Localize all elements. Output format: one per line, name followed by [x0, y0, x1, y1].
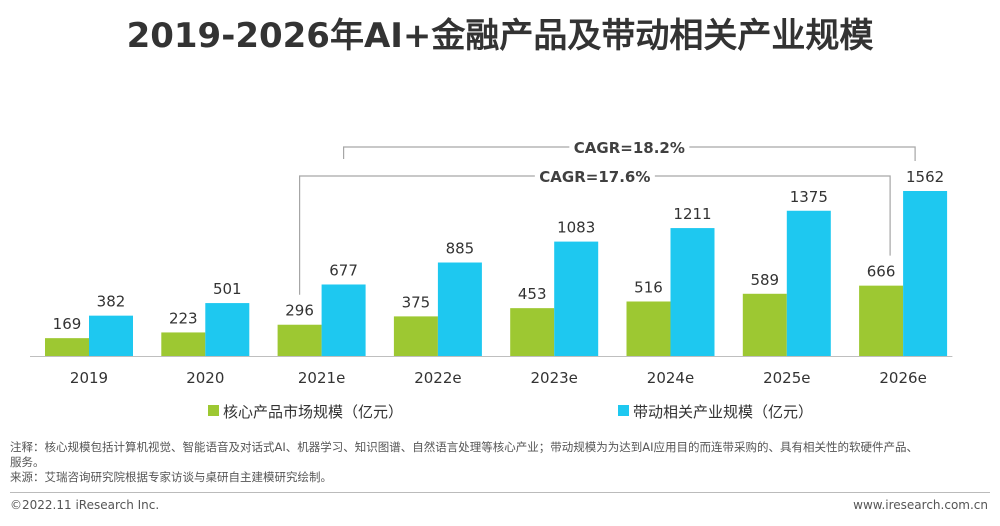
- footer-divider: [10, 492, 990, 493]
- source-line: 来源：艾瑞咨询研究院根据专家访谈与桌研自主建模研究绘制。: [10, 470, 332, 484]
- x-tick-label-2020: 2020: [186, 369, 224, 387]
- legend-label-related: 带动相关产业规模（亿元）: [633, 403, 814, 421]
- data-label-related-2026e: 1562: [906, 168, 944, 186]
- bar-related-2021e: [321, 284, 366, 356]
- x-tick-label-2021e: 2021e: [298, 369, 345, 387]
- data-label-related-2023e: 1083: [557, 219, 595, 237]
- legend-swatch-related: [618, 405, 629, 416]
- legend-label-core: 核心产品市场规模（亿元）: [223, 403, 404, 421]
- bar-chart: 169 382 2019 223 501 2020 296 677 2021e 375 885 202…: [30, 135, 953, 387]
- bar-core-2019: [45, 338, 89, 356]
- x-tick-label-2019: 2019: [70, 369, 108, 387]
- legend-swatch-core: [208, 405, 219, 416]
- x-tick-label-2023e: 2023e: [530, 369, 577, 387]
- data-label-core-2025e: 589: [750, 271, 779, 289]
- bar-related-2026e: [903, 191, 948, 356]
- note-line-1: 注释：核心规模包括计算机视觉、智能语音及对话式AI、机器学习、知识图谱、自然语言…: [10, 440, 919, 454]
- bar-related-2019: [89, 315, 133, 356]
- bar-related-2023e: [554, 241, 599, 356]
- bar-core-2020: [161, 332, 206, 356]
- footer-website: www.iresearch.com.cn: [853, 498, 988, 512]
- bar-core-2021e: [277, 324, 322, 356]
- bar-related-2024e: [670, 228, 715, 356]
- note-line-2: 服务。: [10, 455, 45, 469]
- bar-core-2026e: [859, 285, 904, 356]
- data-label-related-2021e: 677: [329, 261, 358, 279]
- data-label-related-2022e: 885: [446, 240, 475, 258]
- footer-copyright: ©2022.11 iResearch Inc.: [10, 498, 160, 512]
- x-tick-label-2025e: 2025e: [763, 369, 810, 387]
- data-label-core-2023e: 453: [518, 285, 547, 303]
- data-label-core-2020: 223: [169, 309, 198, 327]
- data-label-core-2022e: 375: [402, 293, 431, 311]
- legend-item-related: 带动相关产业规模（亿元）: [618, 401, 813, 422]
- data-label-related-2024e: 1211: [673, 205, 711, 223]
- bar-core-2025e: [742, 293, 787, 356]
- bar-related-2022e: [437, 262, 482, 356]
- data-label-core-2026e: 666: [867, 263, 896, 281]
- bar-related-2020: [205, 303, 250, 356]
- data-label-core-2019: 169: [53, 315, 82, 333]
- cagr-label-core: CAGR=17.6%: [539, 168, 650, 186]
- data-label-related-2025e: 1375: [790, 188, 828, 206]
- bar-core-2023e: [510, 308, 555, 356]
- data-label-core-2024e: 516: [634, 278, 663, 296]
- legend-item-core: 核心产品市场规模（亿元）: [208, 401, 403, 422]
- bar-core-2024e: [626, 301, 671, 356]
- x-tick-label-2026e: 2026e: [879, 369, 926, 387]
- cagr-label-related: CAGR=18.2%: [574, 139, 685, 157]
- data-label-core-2021e: 296: [285, 302, 314, 320]
- chart-title: 2019-2026年AI+金融产品及带动相关产业规模: [126, 16, 874, 56]
- data-label-related-2019: 382: [97, 293, 126, 311]
- x-tick-label-2022e: 2022e: [414, 369, 461, 387]
- cagr-label-core-bg: [534, 164, 655, 188]
- x-tick-label-2024e: 2024e: [647, 369, 694, 387]
- data-label-related-2020: 501: [213, 280, 242, 298]
- bar-core-2022e: [393, 316, 438, 356]
- bar-related-2025e: [786, 210, 831, 356]
- cagr-label-related-bg: [569, 135, 690, 159]
